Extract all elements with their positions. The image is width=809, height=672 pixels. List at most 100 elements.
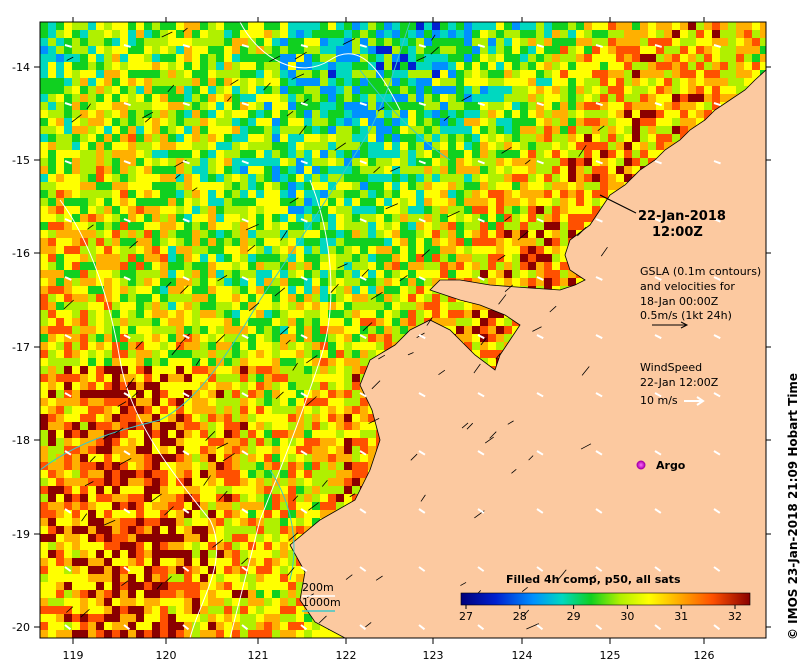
wind-arrow bbox=[182, 44, 191, 48]
velocity-vector bbox=[287, 567, 295, 576]
velocity-vector bbox=[597, 125, 605, 132]
velocity-vector bbox=[399, 275, 408, 282]
lon-tick-label: 124 bbox=[512, 649, 533, 662]
gsla-text-3: 18-Jan 00:00Z bbox=[640, 295, 719, 308]
plot-frame bbox=[39, 21, 767, 639]
wind-arrow bbox=[595, 276, 603, 281]
wind-arrow bbox=[64, 276, 72, 281]
map-annotations: 22-Jan-2018 12:00Z GSLA (0.1m contours) … bbox=[302, 194, 761, 623]
velocity-vector bbox=[226, 96, 232, 102]
velocity-vector bbox=[230, 79, 239, 85]
velocity-vector bbox=[578, 144, 587, 157]
wind-arrow bbox=[359, 160, 367, 165]
velocity-vector bbox=[580, 443, 592, 450]
wind-arrow bbox=[182, 160, 190, 165]
wind-arrow bbox=[595, 508, 603, 514]
wind-arrow bbox=[713, 44, 722, 48]
wind-arrow bbox=[123, 392, 131, 398]
wind-arrow bbox=[654, 44, 663, 48]
velocity-vector bbox=[528, 455, 534, 461]
velocity-vector bbox=[473, 363, 481, 374]
wind-arrow bbox=[64, 160, 72, 165]
wind-arrow bbox=[64, 566, 72, 572]
velocity-vector bbox=[461, 95, 472, 102]
velocity-vector bbox=[522, 609, 530, 617]
wind-arrow bbox=[182, 276, 190, 281]
velocity-vector bbox=[577, 226, 587, 237]
map-plot-area bbox=[40, 22, 766, 638]
velocity-vector bbox=[102, 434, 110, 440]
gsla-text-2: and velocities for bbox=[640, 280, 735, 293]
velocity-vector bbox=[498, 294, 507, 305]
velocity-vector bbox=[129, 240, 138, 249]
velocity-vector bbox=[368, 417, 380, 424]
lat-tick-label: -19 bbox=[12, 528, 30, 541]
wind-arrow bbox=[477, 508, 485, 514]
velocity-vector bbox=[291, 73, 305, 80]
wind-arrow bbox=[477, 392, 485, 398]
velocity-vector bbox=[373, 166, 381, 174]
velocity-vector bbox=[308, 502, 319, 511]
wind-arrow bbox=[713, 102, 721, 107]
wind-arrow bbox=[300, 218, 308, 223]
wind-arrow bbox=[300, 44, 309, 48]
wind-arrow bbox=[359, 218, 367, 223]
velocity-vector bbox=[121, 580, 129, 586]
velocity-vector bbox=[430, 46, 439, 55]
velocity-vector bbox=[362, 322, 373, 332]
wind-arrow bbox=[713, 218, 721, 223]
wind-arrow bbox=[713, 508, 721, 514]
velocity-vector bbox=[286, 110, 294, 117]
wind-arrow bbox=[300, 276, 308, 281]
wind-arrow bbox=[713, 450, 721, 456]
wind-arrow bbox=[123, 44, 132, 48]
velocity-vector bbox=[275, 391, 284, 400]
velocity-vector bbox=[84, 481, 94, 487]
colorbar-tick-label: 30 bbox=[620, 610, 634, 623]
wind-arrow bbox=[418, 392, 426, 398]
wind-arrow bbox=[477, 160, 485, 165]
wind-arrow bbox=[713, 334, 721, 340]
velocity-vector bbox=[245, 223, 259, 231]
contour-200m bbox=[59, 22, 401, 638]
wind-arrow bbox=[418, 508, 426, 514]
wind-arrow bbox=[418, 160, 426, 165]
wind-arrow bbox=[123, 566, 131, 572]
wind-arrow bbox=[300, 566, 308, 572]
velocity-vector bbox=[526, 623, 539, 630]
velocity-vector bbox=[191, 187, 198, 192]
wind-arrow bbox=[182, 624, 190, 631]
wind-arrow bbox=[359, 102, 367, 107]
lon-tick-label: 126 bbox=[694, 649, 715, 662]
velocity-vector bbox=[377, 106, 385, 112]
wind-arrow bbox=[123, 450, 131, 456]
gsla-scale-arrow bbox=[652, 321, 689, 329]
velocity-vector bbox=[217, 275, 228, 282]
wind-arrow bbox=[418, 334, 426, 340]
velocity-vector bbox=[131, 392, 138, 398]
velocity-vector bbox=[600, 246, 608, 257]
wind-arrow bbox=[595, 450, 603, 456]
contour-legend-1000m: 1000m bbox=[302, 596, 341, 609]
lat-tick-label: -16 bbox=[12, 247, 30, 260]
wind-arrow bbox=[477, 276, 485, 281]
wind-arrow bbox=[241, 160, 249, 165]
velocity-vector bbox=[288, 532, 299, 541]
wind-arrow bbox=[654, 566, 662, 572]
wind-arrow bbox=[123, 218, 131, 223]
wind-arrow bbox=[536, 450, 544, 456]
wind-arrow bbox=[536, 218, 544, 223]
velocity-vector bbox=[416, 56, 427, 62]
latitude-axis: -14 -15 -16 -17 -18 -19 -20 bbox=[12, 61, 771, 634]
wind-arrow bbox=[713, 276, 721, 281]
velocity-vector bbox=[557, 569, 567, 580]
wind-arrow bbox=[241, 450, 249, 456]
velocity-vector bbox=[299, 125, 307, 135]
velocity-vector bbox=[420, 494, 426, 502]
wind-arrow bbox=[536, 44, 545, 48]
wind-arrow bbox=[654, 160, 662, 165]
wind-arrow bbox=[654, 334, 662, 340]
lat-tick-label: -18 bbox=[12, 434, 30, 447]
wind-arrow bbox=[418, 566, 426, 572]
wind-arrow bbox=[536, 392, 544, 398]
